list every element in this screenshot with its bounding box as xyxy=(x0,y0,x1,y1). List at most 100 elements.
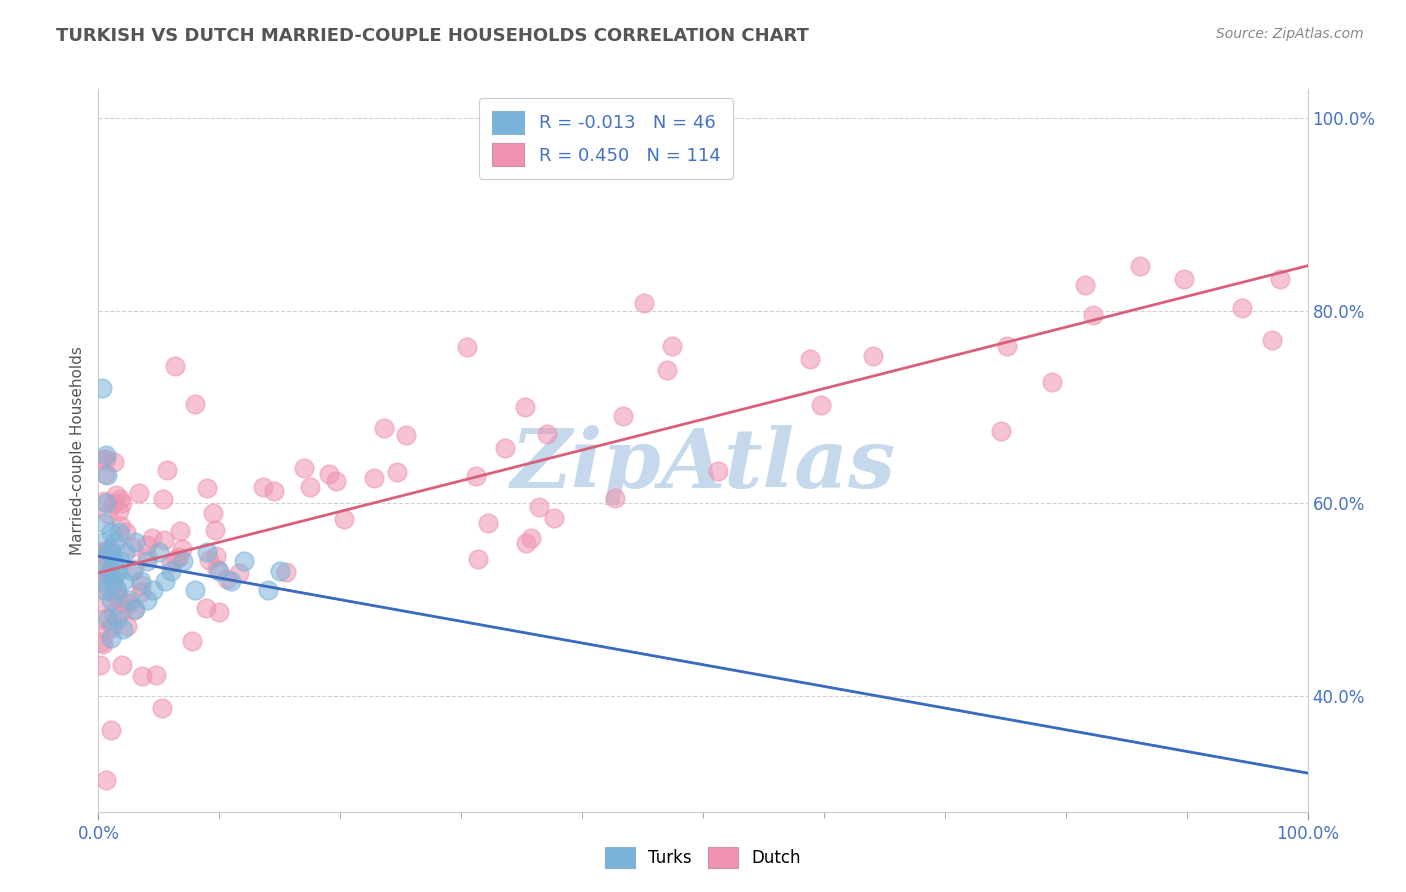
Point xyxy=(995,339,1018,353)
Point xyxy=(333,512,356,526)
Point xyxy=(93,612,115,626)
Point xyxy=(96,452,118,467)
Point xyxy=(145,668,167,682)
Point xyxy=(536,427,558,442)
Point xyxy=(172,542,194,557)
Point xyxy=(204,549,226,563)
Point xyxy=(93,467,115,481)
Point xyxy=(110,605,132,619)
Point xyxy=(810,398,832,412)
Point xyxy=(111,658,134,673)
Point xyxy=(165,551,187,566)
Point xyxy=(101,574,124,588)
Point xyxy=(93,565,115,579)
Point xyxy=(515,400,537,414)
Point xyxy=(103,455,125,469)
Text: ZipAtlas: ZipAtlas xyxy=(510,425,896,505)
Point xyxy=(129,574,152,588)
Point xyxy=(122,562,145,576)
Point xyxy=(456,340,478,354)
Point xyxy=(153,574,176,588)
Point xyxy=(136,550,159,565)
Point xyxy=(91,637,114,651)
Point xyxy=(184,397,207,411)
Point xyxy=(91,451,114,466)
Point xyxy=(208,564,231,578)
Point xyxy=(1073,278,1095,293)
Point xyxy=(103,571,125,585)
Point xyxy=(153,533,176,547)
Point xyxy=(89,658,111,673)
Point xyxy=(494,442,516,456)
Point xyxy=(97,612,120,626)
Point xyxy=(124,602,146,616)
Point xyxy=(195,544,218,558)
Point xyxy=(799,351,821,366)
Point xyxy=(198,553,221,567)
Point xyxy=(107,504,129,518)
Point xyxy=(103,497,125,511)
Point xyxy=(93,583,115,598)
Point xyxy=(114,544,136,558)
Point xyxy=(201,506,224,520)
Point xyxy=(93,494,115,508)
Point xyxy=(111,574,134,588)
Legend: Turks, Dutch: Turks, Dutch xyxy=(598,840,808,875)
Point xyxy=(172,554,194,568)
Point xyxy=(121,540,143,554)
Point xyxy=(706,464,728,478)
Point xyxy=(129,585,152,599)
Point xyxy=(110,519,132,533)
Point xyxy=(1268,271,1291,285)
Point xyxy=(274,565,297,579)
Point xyxy=(1040,375,1063,389)
Point xyxy=(115,618,138,632)
Point xyxy=(543,511,565,525)
Point xyxy=(142,583,165,598)
Point xyxy=(159,556,181,570)
Point xyxy=(152,491,174,506)
Point xyxy=(464,469,486,483)
Y-axis label: Married-couple Households: Married-couple Households xyxy=(69,346,84,555)
Point xyxy=(1083,308,1105,322)
Point xyxy=(141,531,163,545)
Point xyxy=(124,535,146,549)
Point xyxy=(97,623,120,637)
Point xyxy=(90,547,112,561)
Point xyxy=(112,596,135,610)
Point xyxy=(98,564,121,578)
Point xyxy=(655,363,678,377)
Point xyxy=(96,772,118,787)
Point xyxy=(131,668,153,682)
Point xyxy=(221,574,243,588)
Point xyxy=(100,619,122,633)
Point xyxy=(256,583,278,598)
Point xyxy=(128,486,150,500)
Point xyxy=(363,471,385,485)
Point xyxy=(96,543,118,558)
Point xyxy=(160,564,183,578)
Point xyxy=(105,583,128,598)
Point xyxy=(103,585,125,599)
Point xyxy=(1260,333,1282,347)
Point xyxy=(98,542,121,557)
Point xyxy=(105,612,128,626)
Point xyxy=(91,574,114,588)
Point xyxy=(195,481,218,495)
Point xyxy=(298,480,321,494)
Point xyxy=(135,592,157,607)
Point xyxy=(184,583,207,598)
Point xyxy=(98,563,121,577)
Point xyxy=(94,496,117,510)
Point xyxy=(1129,259,1152,273)
Point xyxy=(135,538,157,552)
Point xyxy=(862,349,884,363)
Point xyxy=(169,524,191,538)
Point xyxy=(97,544,120,558)
Point xyxy=(97,507,120,521)
Point xyxy=(515,535,537,549)
Point xyxy=(107,564,129,578)
Point xyxy=(111,495,134,509)
Point xyxy=(232,554,254,568)
Point xyxy=(661,339,683,353)
